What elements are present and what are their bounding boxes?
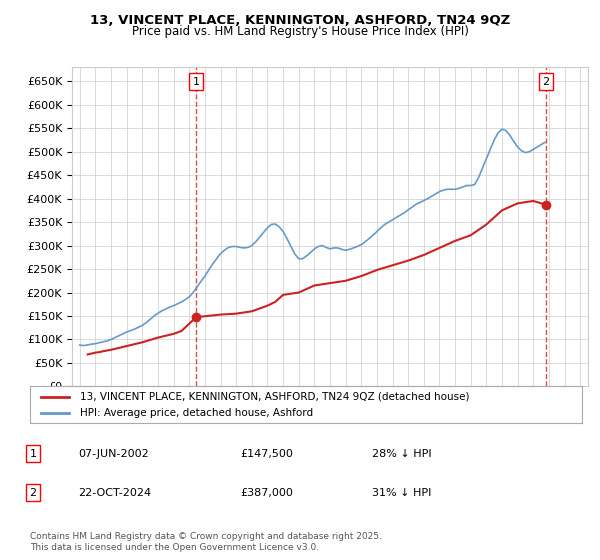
Text: 31% ↓ HPI: 31% ↓ HPI xyxy=(372,488,431,498)
Text: £147,500: £147,500 xyxy=(240,449,293,459)
Text: 2: 2 xyxy=(29,488,37,498)
Text: 13, VINCENT PLACE, KENNINGTON, ASHFORD, TN24 9QZ: 13, VINCENT PLACE, KENNINGTON, ASHFORD, … xyxy=(90,14,510,27)
Text: 28% ↓ HPI: 28% ↓ HPI xyxy=(372,449,431,459)
Text: 07-JUN-2002: 07-JUN-2002 xyxy=(78,449,149,459)
Text: 1: 1 xyxy=(29,449,37,459)
Text: Contains HM Land Registry data © Crown copyright and database right 2025.
This d: Contains HM Land Registry data © Crown c… xyxy=(30,532,382,552)
Text: Price paid vs. HM Land Registry's House Price Index (HPI): Price paid vs. HM Land Registry's House … xyxy=(131,25,469,38)
Text: 13, VINCENT PLACE, KENNINGTON, ASHFORD, TN24 9QZ (detached house): 13, VINCENT PLACE, KENNINGTON, ASHFORD, … xyxy=(80,391,469,402)
Text: 1: 1 xyxy=(193,77,200,87)
Text: 22-OCT-2024: 22-OCT-2024 xyxy=(78,488,151,498)
Text: £387,000: £387,000 xyxy=(240,488,293,498)
Text: 2: 2 xyxy=(542,77,550,87)
Text: HPI: Average price, detached house, Ashford: HPI: Average price, detached house, Ashf… xyxy=(80,408,313,418)
